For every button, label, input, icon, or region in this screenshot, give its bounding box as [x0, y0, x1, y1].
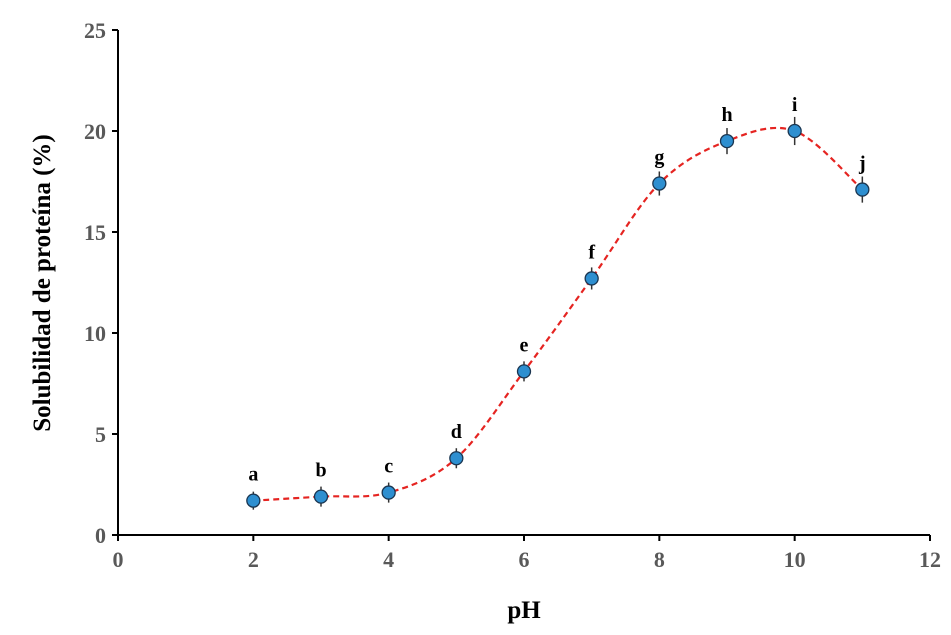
trend-line [253, 126, 864, 502]
y-axis-title: Solubilidad de proteína (%) [29, 134, 56, 432]
x-tick-label: 12 [919, 547, 941, 572]
data-label: c [384, 456, 393, 478]
data-point [855, 182, 870, 197]
data-point [516, 364, 532, 379]
x-tick-label: 4 [383, 547, 394, 572]
data-label: f [588, 241, 595, 263]
data-label: j [858, 153, 866, 175]
x-axis-title: pH [507, 597, 541, 624]
data-point [787, 123, 802, 139]
data-label: g [654, 147, 664, 169]
data-label: i [792, 94, 798, 116]
x-tick-label: 6 [519, 547, 530, 572]
y-tick-label: 15 [84, 220, 106, 245]
x-tick-label: 0 [113, 547, 124, 572]
data-label: b [315, 460, 326, 482]
data-point [652, 176, 667, 191]
y-tick-label: 10 [84, 321, 106, 346]
data-label: h [721, 104, 732, 126]
x-tick-label: 2 [248, 547, 259, 572]
data-point [719, 133, 735, 149]
y-tick-label: 5 [95, 422, 106, 447]
data-point [381, 485, 396, 500]
x-tick-label: 10 [784, 547, 806, 572]
data-point [313, 489, 329, 504]
y-tick-label: 0 [95, 523, 106, 548]
data-point [449, 451, 464, 466]
y-tick-label: 20 [84, 119, 106, 144]
data-point [246, 493, 261, 508]
data-label: a [248, 464, 258, 486]
data-label: d [451, 421, 462, 443]
y-tick-label: 25 [84, 18, 106, 43]
data-label: e [520, 334, 529, 356]
x-tick-label: 8 [654, 547, 665, 572]
data-point [584, 271, 599, 286]
